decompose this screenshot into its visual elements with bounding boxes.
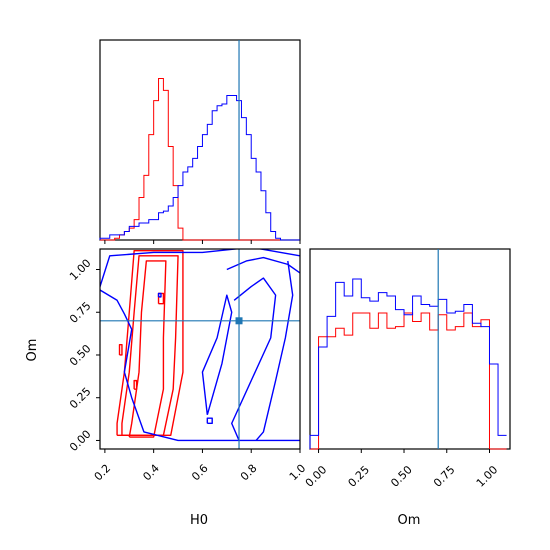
contour-blue-10 — [201, 294, 233, 416]
contour-y-tick-label-2: 0.50 — [67, 342, 94, 369]
om-hist-tick-label-0: 0.00 — [303, 463, 330, 490]
contour-blue-12 — [206, 417, 213, 425]
contour-blue-7 — [100, 249, 300, 287]
contour-blue-11 — [255, 260, 294, 441]
contour-y-tick-label-3: 0.75 — [67, 299, 94, 326]
om-hist-tick-label-3: 0.75 — [431, 463, 458, 490]
contour-x-tick-label-2: 0.6 — [189, 462, 211, 484]
contour-frame — [99, 248, 301, 450]
om-hist-blue — [309, 278, 507, 449]
om-histogram-ticks: 0.00 0.25 0.50 0.75 1.00 — [303, 449, 500, 490]
contour-y-tick-label-4: 1.00 — [67, 257, 94, 284]
h0-histogram-frame — [99, 39, 301, 241]
contour-red-4 — [133, 379, 138, 390]
om-hist-tick-label-2: 0.50 — [388, 463, 415, 490]
panel-h0-om-contours: 0.2 0.4 0.6 0.8 1.00.000.250.500.751.00 — [67, 248, 308, 484]
contour-y-tick-label-1: 0.25 — [67, 385, 94, 412]
x-axis-label-h0: H0 — [190, 513, 208, 528]
h0-hist-blue — [99, 95, 300, 241]
om-hist-red — [310, 312, 507, 450]
contour-blue-8 — [231, 277, 277, 441]
contour-red-5 — [118, 344, 123, 356]
x-axis-label-om: Om — [398, 513, 421, 528]
panel-h0-histogram — [99, 39, 301, 244]
contour-red-1 — [121, 255, 179, 437]
h0-hist-red — [100, 78, 300, 241]
contour-truth-marker — [235, 317, 243, 325]
panel-om-histogram: 0.00 0.25 0.50 0.75 1.00 — [303, 248, 511, 490]
om-histogram-frame — [309, 248, 511, 450]
h0-histogram-bars — [99, 40, 300, 241]
contour-blue-13 — [157, 292, 162, 298]
contour-blue-9 — [226, 256, 300, 274]
om-histogram-bars — [309, 249, 507, 450]
contour-y-tick-label-0: 0.00 — [67, 428, 94, 455]
contour-red-2 — [116, 250, 184, 437]
y-axis-label-om: Om — [25, 339, 40, 362]
contour-x-tick-label-1: 0.4 — [140, 462, 162, 484]
h0-histogram-ticks — [104, 240, 301, 244]
contour-blue-6 — [100, 289, 300, 442]
h0-om-contour-lines — [100, 249, 300, 449]
contour-red-0 — [128, 260, 167, 438]
om-hist-tick-label-1: 0.25 — [346, 463, 373, 490]
contour-x-tick-label-3: 0.8 — [238, 462, 260, 484]
contour-x-tick-label-0: 0.2 — [92, 462, 114, 484]
om-hist-tick-label-4: 1.00 — [474, 463, 501, 490]
